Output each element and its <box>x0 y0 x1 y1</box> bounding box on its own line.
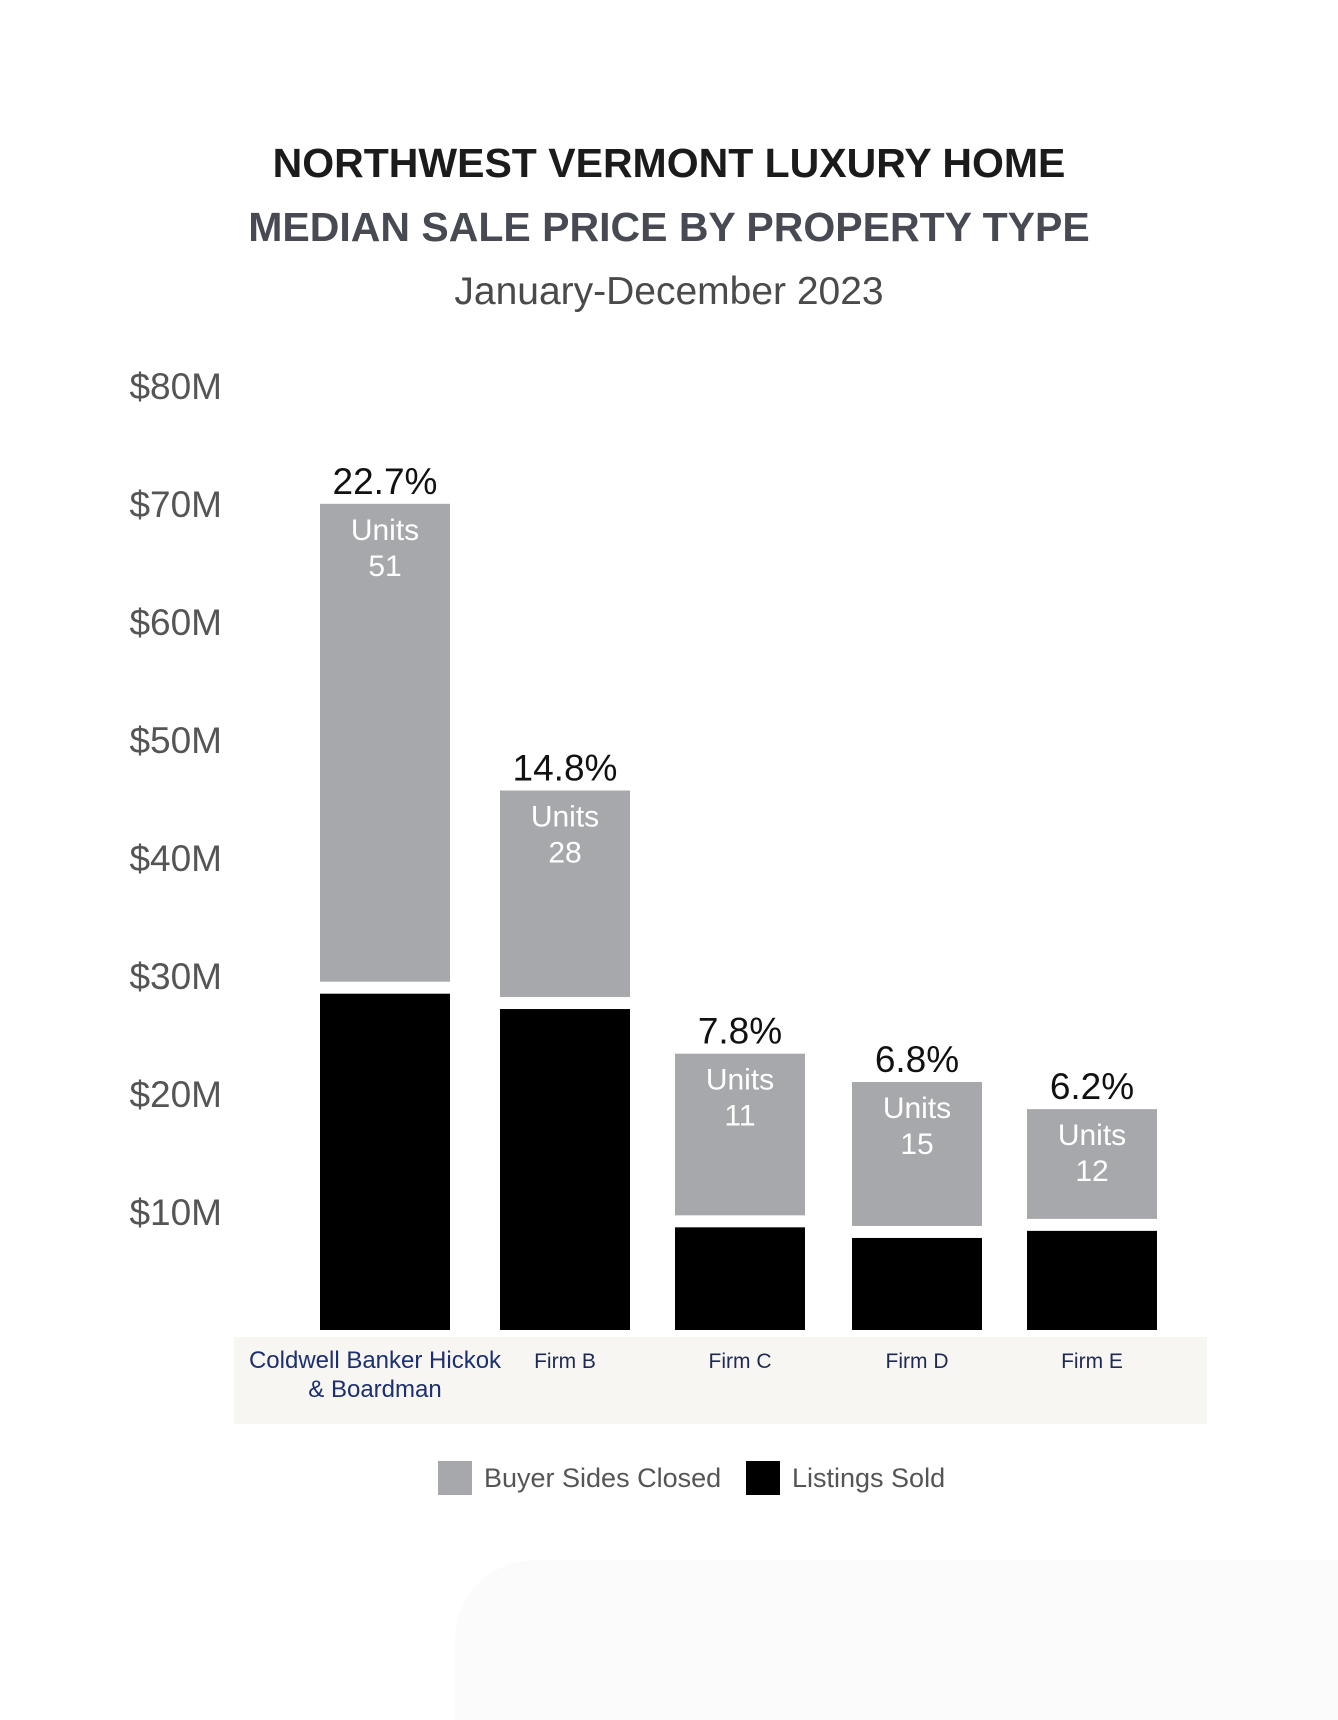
units-value: 51 <box>368 550 401 583</box>
chart-title: NORTHWEST VERMONT LUXURY HOME <box>272 140 1066 186</box>
units-value: 15 <box>900 1128 933 1161</box>
y-tick-label: $30M <box>129 956 222 997</box>
x-tick-label: Coldwell Banker Hickok <box>249 1347 502 1374</box>
bar-listings-sold <box>675 1227 805 1330</box>
legend-swatch-listings-sold <box>746 1461 780 1495</box>
bar-chart: $80M $70M $60M $50M $40M $30M $20M $10M 22.7% Uni… <box>129 366 1207 1424</box>
chart-subtitle: MEDIAN SALE PRICE BY PROPERTY TYPE <box>248 204 1090 250</box>
x-tick-label: Firm D <box>886 1350 949 1373</box>
y-tick-label: $60M <box>129 602 222 643</box>
units-label: Units <box>883 1092 951 1125</box>
data-label-share: 6.8% <box>875 1039 959 1080</box>
bar-buyer-sides-closed <box>852 1082 982 1226</box>
y-tick-label: $80M <box>129 366 222 407</box>
legend-swatch-buyer-sides <box>438 1461 472 1495</box>
units-value: 12 <box>1075 1155 1108 1188</box>
x-tick-label: Firm C <box>709 1350 772 1373</box>
bar-buyer-sides-closed <box>1027 1109 1157 1219</box>
units-label: Units <box>351 514 419 547</box>
units-value: 11 <box>724 1100 755 1133</box>
y-tick-label: $70M <box>129 484 222 525</box>
units-label: Units <box>706 1064 774 1097</box>
bar-listings-sold <box>1027 1230 1157 1330</box>
bar-buyer-sides-closed <box>320 503 450 982</box>
y-tick-label: $40M <box>129 838 222 879</box>
x-axis-label-band <box>234 1337 1207 1424</box>
units-value: 28 <box>548 837 581 870</box>
bar-listings-sold <box>500 1009 630 1330</box>
legend-item-listings-sold: Listings Sold <box>746 1458 945 1498</box>
bar-buyer-sides-closed <box>675 1053 805 1216</box>
x-tick-label: & Boardman <box>308 1376 441 1403</box>
data-label-share: 7.8% <box>698 1011 782 1052</box>
x-tick-label: Firm E <box>1061 1350 1123 1373</box>
data-label-share: 22.7% <box>333 461 438 502</box>
legend-item-buyer-sides: Buyer Sides Closed <box>438 1458 721 1498</box>
background-shape <box>455 1560 1338 1720</box>
units-label: Units <box>531 801 599 834</box>
bar-buyer-sides-closed <box>500 790 630 998</box>
y-tick-label: $50M <box>129 720 222 761</box>
legend-label-buyer-sides: Buyer Sides Closed <box>484 1462 722 1493</box>
bar-listings-sold <box>852 1237 982 1330</box>
y-tick-label: $20M <box>129 1074 222 1115</box>
legend-label-listings-sold: Listings Sold <box>792 1462 946 1493</box>
chart-period: January-December 2023 <box>454 270 884 313</box>
y-tick-label: $10M <box>129 1192 222 1233</box>
x-tick-label: Firm B <box>534 1350 596 1373</box>
chart-legend: Buyer Sides Closed Listings Sold <box>0 1458 1338 1498</box>
data-label-share: 14.8% <box>513 748 618 789</box>
data-label-share: 6.2% <box>1050 1066 1134 1107</box>
units-label: Units <box>1058 1119 1126 1152</box>
bar-listings-sold <box>320 993 450 1330</box>
